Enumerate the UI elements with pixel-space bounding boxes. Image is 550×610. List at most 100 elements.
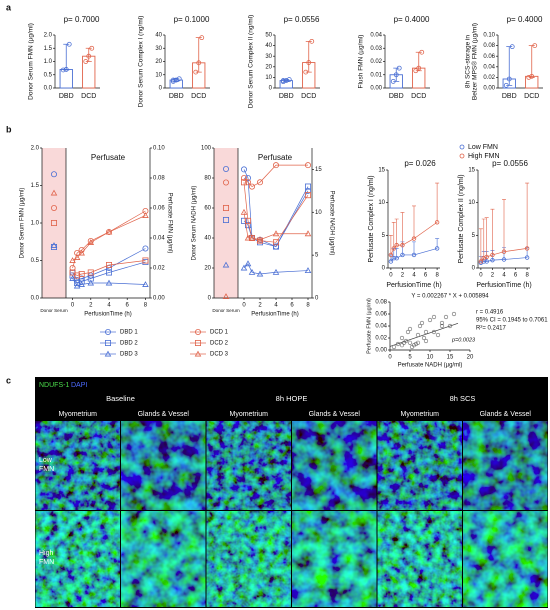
- data-point: [405, 329, 411, 335]
- y-tick-label: 1.5: [44, 46, 53, 52]
- axis-label: Belzer MPS® FMN (µg/ml): [471, 23, 479, 100]
- y-tick-label: 0.00: [375, 348, 387, 354]
- serum-point: [50, 189, 58, 196]
- data-point: [524, 255, 530, 260]
- x-tick-label: 5: [408, 355, 412, 361]
- x-tick-label: 0: [242, 303, 246, 309]
- legend-marker: [105, 328, 112, 335]
- y-tick-label: 30: [155, 46, 162, 52]
- data-point: [193, 69, 199, 75]
- x-tick-label: 8: [525, 273, 529, 279]
- axis-label: Perfusate FMN (µg/ml): [166, 193, 172, 254]
- data-point: [244, 179, 251, 186]
- data-point: [501, 257, 507, 262]
- data-point: [431, 314, 437, 320]
- data-point: [394, 242, 399, 248]
- group-label: Baseline: [106, 394, 135, 403]
- data-point: [196, 60, 202, 66]
- data-point: [105, 279, 113, 286]
- y-tick-label: 10: [315, 210, 322, 216]
- series-line: [72, 210, 146, 269]
- x-tick-label: 0: [71, 303, 75, 309]
- y-tick-label: 0.5: [44, 72, 53, 78]
- x-tick-label: 0: [389, 273, 393, 279]
- data-point: [106, 261, 113, 268]
- stat: r = 0.4916: [476, 310, 504, 316]
- data-point: [170, 77, 176, 83]
- p-value: p= 0.4000: [507, 15, 543, 24]
- micrograph: [292, 511, 377, 607]
- y-tick-label: 40: [155, 33, 162, 39]
- y-tick-label: 20: [265, 64, 272, 70]
- micrograph: [206, 511, 291, 607]
- data-point: [391, 246, 396, 251]
- data-point: [78, 249, 85, 256]
- series-line: [72, 261, 146, 284]
- y-tick-label: 10: [155, 72, 162, 78]
- x-tick-label: DCD: [191, 93, 206, 100]
- serum-point: [51, 204, 58, 211]
- x-tick-label: DBD: [389, 93, 404, 100]
- serum-point: [51, 171, 58, 178]
- data-point: [69, 275, 76, 281]
- data-point: [106, 269, 113, 276]
- series-line: [72, 260, 146, 276]
- data-point: [69, 257, 76, 263]
- subcolumn-label: Glands & Vessel: [309, 411, 361, 418]
- micrograph: [377, 511, 462, 607]
- axis-label: Flush FMN (µg/ml): [358, 35, 365, 89]
- data-point: [419, 320, 425, 326]
- subcolumn-label: Myometrium: [229, 411, 268, 418]
- data-point: [484, 254, 489, 260]
- y-tick-label: 0.02: [375, 336, 387, 342]
- x-tick-label: 6: [126, 303, 130, 309]
- y-tick-label: 40: [204, 236, 211, 242]
- data-point: [400, 242, 405, 248]
- y-tick-label: 0.0: [44, 86, 53, 92]
- error-bar: [528, 45, 535, 78]
- micrograph: [292, 421, 377, 510]
- data-point: [484, 259, 489, 264]
- y-tick-label: 0.06: [375, 312, 387, 318]
- y-tick-label: 0.02: [370, 59, 382, 65]
- data-point: [451, 311, 457, 317]
- data-point: [443, 314, 449, 320]
- serum-band: [42, 148, 66, 298]
- data-point: [142, 245, 149, 252]
- data-point: [419, 49, 425, 55]
- data-point: [439, 320, 445, 326]
- data-point: [248, 183, 255, 190]
- data-point: [303, 69, 309, 75]
- p-value: p= 0.0556: [284, 15, 320, 24]
- y-tick-label: 15: [468, 168, 475, 174]
- y-tick-label: 0.08: [153, 176, 165, 182]
- data-point: [396, 65, 402, 71]
- y-tick-label: 20: [155, 59, 162, 65]
- serum-point: [50, 242, 58, 248]
- y-tick-label: 0: [472, 266, 476, 272]
- error-bar: [478, 228, 483, 262]
- error-bar: [400, 212, 405, 246]
- data-point: [529, 73, 535, 79]
- micrograph: [377, 421, 462, 510]
- p-value: p= 0.026: [404, 159, 436, 168]
- x-tick-label: 8: [435, 273, 439, 279]
- legend-marker: [459, 153, 465, 159]
- axis-label: Donor Serum FMN (µg/ml): [20, 188, 26, 259]
- data-point: [173, 77, 179, 83]
- error-bar: [481, 218, 486, 259]
- serum-label: Donor Serum: [212, 308, 239, 313]
- data-point: [524, 246, 530, 251]
- data-point: [240, 179, 247, 186]
- error-bar: [435, 182, 440, 223]
- y-tick-label: 0.02: [153, 266, 165, 272]
- y-tick-label: 0.10: [483, 33, 495, 39]
- data-point: [89, 45, 95, 51]
- y-tick-label: 1.0: [31, 221, 40, 227]
- legend-marker: [194, 350, 202, 357]
- data-point: [407, 340, 413, 345]
- series-line: [390, 248, 438, 262]
- stain-label: NDUFS-1: [39, 382, 69, 389]
- chart-title: Perfusate: [258, 153, 293, 162]
